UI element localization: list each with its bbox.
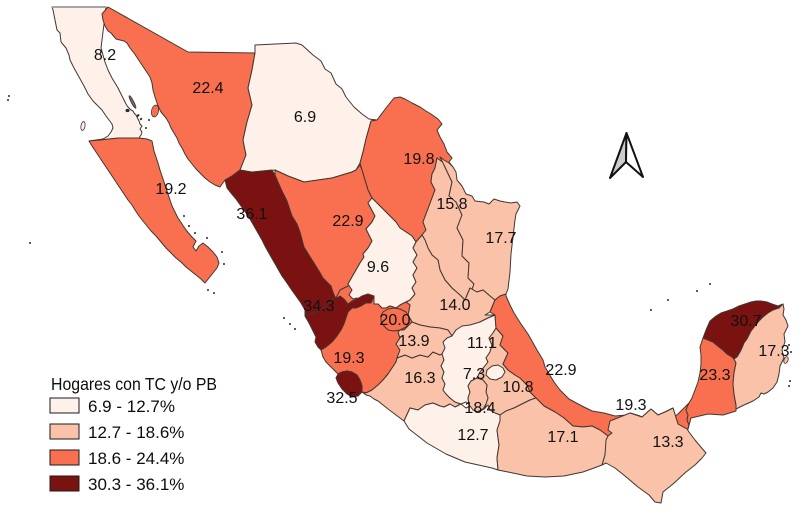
svg-text:18.4: 18.4 [464,400,495,417]
svg-text:Hogares con TC y/o PB: Hogares con TC y/o PB [51,374,217,394]
svg-text:19.8: 19.8 [403,151,434,168]
svg-text:17.7: 17.7 [485,230,516,247]
svg-text:13.9: 13.9 [398,333,429,350]
svg-text:22.4: 22.4 [192,80,223,97]
svg-text:19.3: 19.3 [333,350,364,367]
svg-text:20.0: 20.0 [379,312,410,329]
svg-text:23.3: 23.3 [699,367,730,384]
svg-text:10.8: 10.8 [502,379,533,396]
svg-text:17.3: 17.3 [758,343,789,360]
svg-text:30.7: 30.7 [730,313,761,330]
svg-text:22.9: 22.9 [545,362,576,379]
svg-text:22.9: 22.9 [332,213,363,230]
svg-text:14.0: 14.0 [439,297,470,314]
svg-text:19.3: 19.3 [615,397,646,414]
svg-text:17.1: 17.1 [547,429,578,446]
svg-text:12.7 - 18.6%: 12.7 - 18.6% [88,423,184,442]
svg-text:16.3: 16.3 [404,370,435,387]
svg-text:6.9: 6.9 [294,109,316,126]
svg-text:19.2: 19.2 [155,181,186,198]
svg-text:18.6 - 24.4%: 18.6 - 24.4% [88,449,184,468]
svg-text:34.3: 34.3 [303,298,334,315]
svg-text:13.3: 13.3 [652,434,683,451]
svg-text:9.6: 9.6 [367,259,389,276]
svg-text:11.1: 11.1 [467,335,497,352]
svg-text:6.9 - 12.7%: 6.9 - 12.7% [88,397,175,416]
svg-text:32.5: 32.5 [326,390,357,407]
svg-text:8.2: 8.2 [94,47,116,64]
svg-text:15.8: 15.8 [436,196,467,213]
svg-text:7.3: 7.3 [463,366,485,383]
svg-text:36.1: 36.1 [236,206,267,223]
svg-text:30.3 - 36.1%: 30.3 - 36.1% [88,475,184,494]
svg-text:12.7: 12.7 [457,427,488,444]
